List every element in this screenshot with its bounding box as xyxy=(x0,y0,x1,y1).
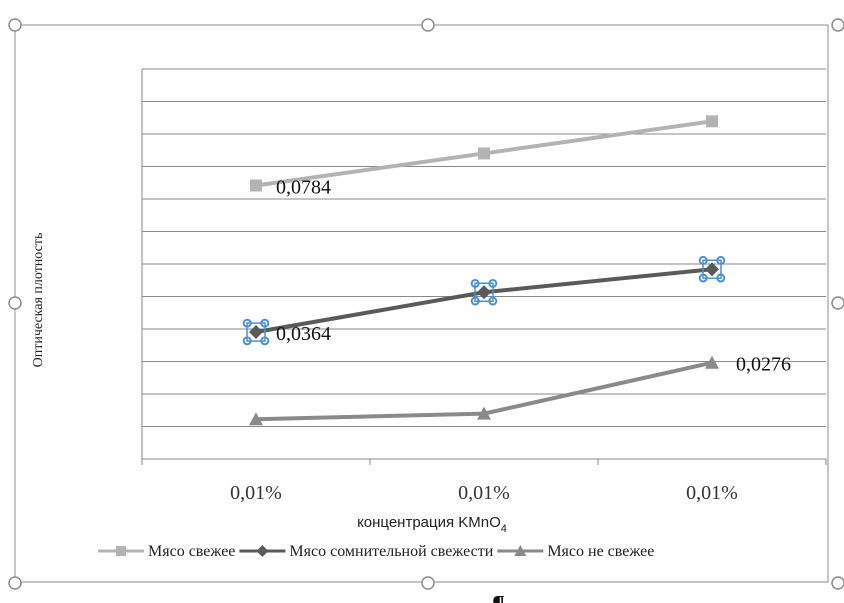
point-selection-box xyxy=(702,259,722,279)
x-tick-label: 0,01% xyxy=(458,482,510,504)
resize-handle-top-left[interactable] xyxy=(8,18,22,32)
resize-handle-middle-right[interactable] xyxy=(831,296,844,310)
frame-handles[interactable] xyxy=(8,18,844,590)
diamond-marker[interactable] xyxy=(477,285,491,300)
series-3[interactable] xyxy=(249,355,719,426)
data-label[interactable]: 0,0784 xyxy=(276,177,331,199)
resize-handle-bottom-right[interactable] xyxy=(831,576,844,590)
data-label[interactable]: 0,0276 xyxy=(736,354,791,376)
pilcrow-mark: ¶ xyxy=(492,592,505,603)
triangle-marker[interactable] xyxy=(249,412,263,426)
x-tick-label: 0,01% xyxy=(230,482,282,504)
resize-handle-top-center[interactable] xyxy=(421,18,435,32)
legend-label: Мясо свежее xyxy=(148,543,235,560)
resize-handle-middle-left[interactable] xyxy=(8,296,22,310)
square-marker[interactable] xyxy=(706,115,718,128)
triangle-marker[interactable] xyxy=(705,355,719,369)
legend-item[interactable]: Мясо свежее xyxy=(98,543,235,560)
point-selection-box xyxy=(246,322,266,342)
series-layer xyxy=(242,115,726,426)
y-axis-title: Оптическая плотность xyxy=(31,233,46,368)
gridlines xyxy=(142,68,826,427)
series-2[interactable] xyxy=(242,255,726,346)
legend-item[interactable]: Мясо не свежее xyxy=(497,543,654,560)
x-axis-title: концентрация KMnO4 xyxy=(357,514,507,535)
square-marker[interactable] xyxy=(478,147,490,160)
diamond-marker[interactable] xyxy=(249,325,263,340)
diamond-marker[interactable] xyxy=(705,262,719,277)
data-labels: 0,0784 0,0364 0,0276 xyxy=(276,177,791,376)
legend[interactable]: Мясо свежее Мясо сомнительной свежести Мяс… xyxy=(98,543,654,560)
data-label[interactable]: 0,0364 xyxy=(276,323,331,345)
x-tick-label: 0,01% xyxy=(686,482,738,504)
triangle-marker[interactable] xyxy=(514,545,527,556)
resize-handle-bottom-center[interactable] xyxy=(421,576,435,590)
resize-handle-bottom-left[interactable] xyxy=(8,576,22,590)
diamond-marker[interactable] xyxy=(256,545,269,557)
x-axis: 0,01% 0,01% 0,01% xyxy=(141,69,827,504)
square-marker[interactable] xyxy=(116,546,126,556)
point-selection-box xyxy=(474,282,494,303)
legend-label: Мясо не свежее xyxy=(547,543,654,560)
resize-handle-top-right[interactable] xyxy=(831,18,844,32)
legend-item[interactable]: Мясо сомнительной свежести xyxy=(239,543,494,560)
square-marker[interactable] xyxy=(250,179,262,192)
legend-label: Мясо сомнительной свежести xyxy=(289,543,493,560)
triangle-marker[interactable] xyxy=(477,406,491,420)
series-1[interactable] xyxy=(250,115,718,192)
